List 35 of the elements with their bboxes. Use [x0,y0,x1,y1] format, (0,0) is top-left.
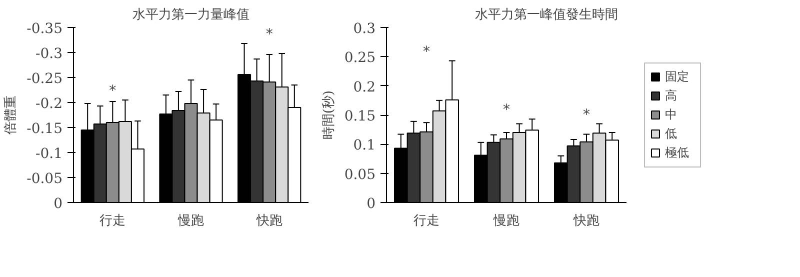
y-tick-label: 0.15 [344,108,376,124]
y-tick-label: -0.2 [36,96,63,112]
y-tick-label: -0.05 [26,171,63,187]
y-tick-label: 0.1 [353,138,376,154]
chart-title: 水平力第一力量峰值 [132,8,250,22]
y-tick-label: -0.15 [26,121,63,137]
y-tick-label: -0.1 [36,146,63,162]
annotation: * [266,26,273,42]
y-tick-label: 0.25 [344,50,376,66]
y-tick-label: 0.05 [344,166,376,183]
y-tick-label: 0 [54,196,63,212]
y-tick-label: -0.25 [26,71,63,87]
annotation: * [109,83,116,99]
y-axis-title: 時間(秒) [321,90,336,140]
annotation: * [583,106,590,123]
y-tick-label: 0.2 [353,79,376,96]
y-tick-label: -0.3 [36,46,63,62]
annotation: * [503,102,510,118]
chart-title: 水平力第一峰值發生時間 [475,8,618,22]
legend-label: 高 [665,87,678,104]
y-tick-label: 0 [366,196,376,212]
x-tick-label: 快跑 [255,214,282,228]
y-tick-label: 0.3 [353,21,376,37]
legend-label: 中 [665,106,678,123]
x-tick-label: 行走 [100,214,126,228]
legend-label: 固定 [665,68,690,85]
x-tick-label: 行走 [414,214,440,228]
y-axis-title: 倍體重 [4,96,19,134]
legend-label: 低 [665,125,678,142]
legend-label: 極低 [665,144,690,161]
y-tick-label: -0.35 [26,21,63,37]
x-tick-label: 慢跑 [177,214,204,228]
x-tick-label: 慢跑 [492,214,520,228]
annotation: * [423,44,430,60]
x-tick-label: 快跑 [572,214,600,228]
